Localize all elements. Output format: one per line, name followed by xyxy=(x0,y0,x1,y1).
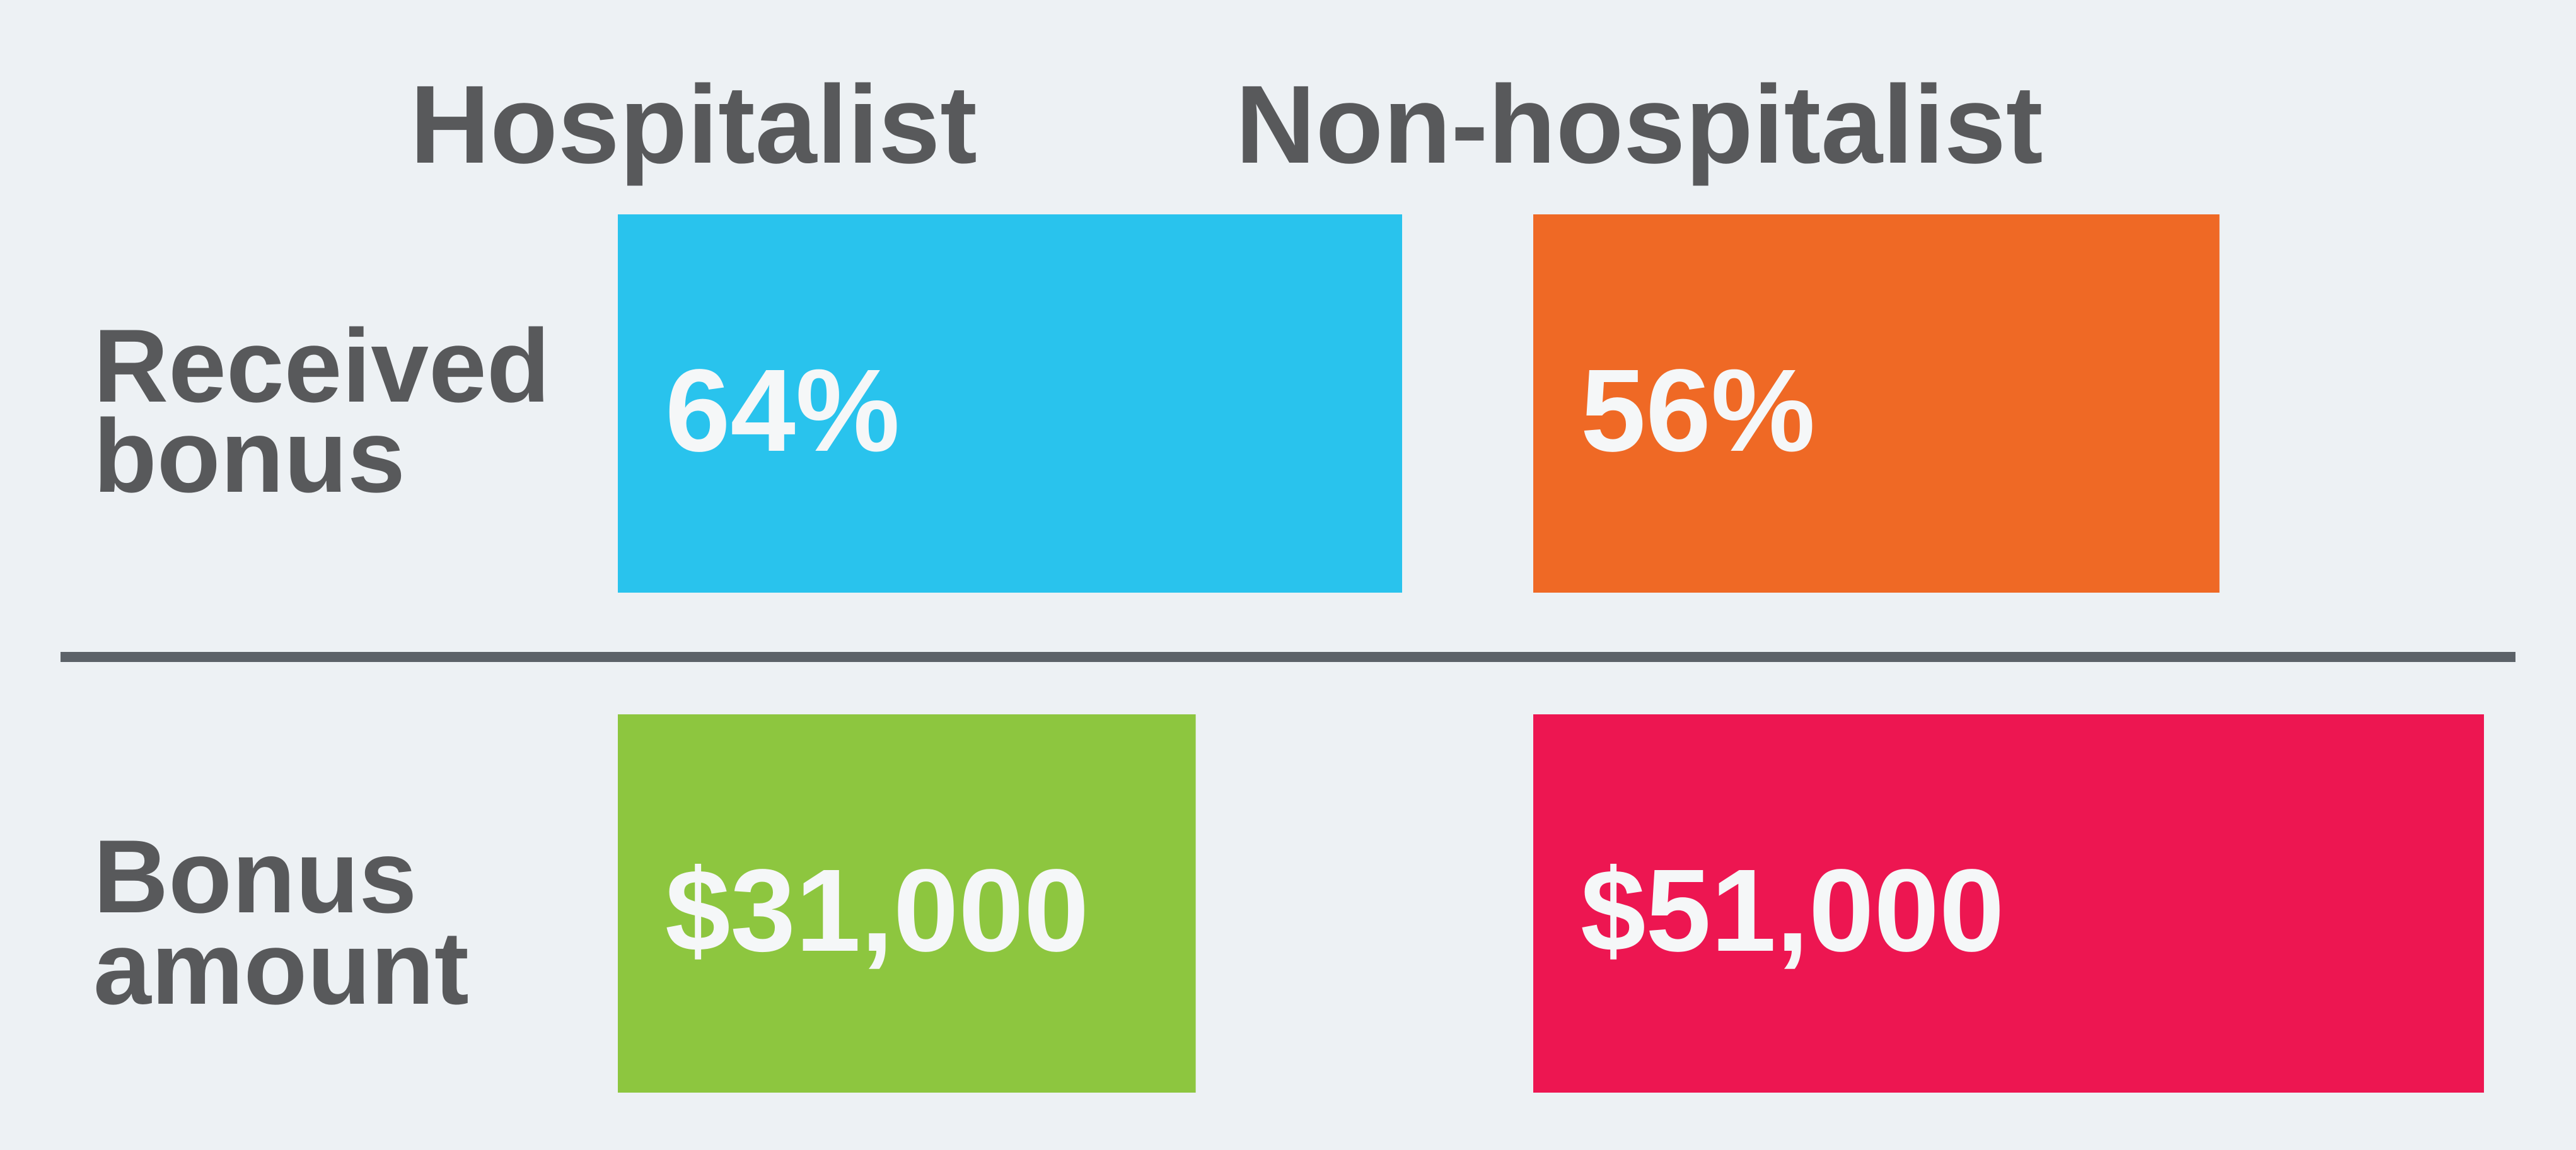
value-label-hospitalist-received-bonus: 64% xyxy=(665,346,900,476)
bar-hospitalist-received-bonus xyxy=(618,214,1402,593)
value-label-non-hospitalist-bonus-amount: $51,000 xyxy=(1581,845,2004,976)
row-label-bonus-amount: Bonus amount xyxy=(93,818,469,1026)
value-label-hospitalist-bonus-amount: $31,000 xyxy=(665,845,1089,976)
row-label-received-bonus: Received bonus xyxy=(93,308,579,514)
row-label-received-bonus-line-2: bonus xyxy=(93,398,405,514)
bar-non-hospitalist-bonus-amount xyxy=(1533,714,2484,1093)
row-label-received-bonus-line-1: Received xyxy=(93,308,550,424)
value-label-non-hospitalist-received-bonus: 56% xyxy=(1581,346,1815,476)
row-label-bonus-amount-line-1: Bonus xyxy=(93,818,417,934)
column-header-non-hospitalist: Non-hospitalist xyxy=(1236,63,2043,187)
bar-non-hospitalist-received-bonus xyxy=(1533,214,2220,593)
column-header-hospitalist: Hospitalist xyxy=(410,63,977,187)
row-label-bonus-amount-line-2: amount xyxy=(93,910,469,1026)
bar-hospitalist-bonus-amount xyxy=(618,714,1196,1093)
